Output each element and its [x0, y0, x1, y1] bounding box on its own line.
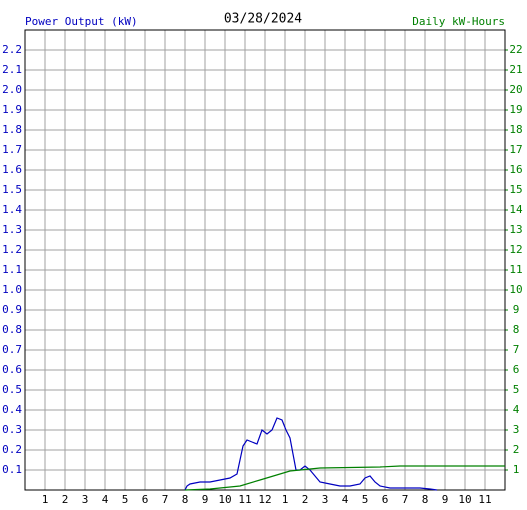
- x-tick-label: 2: [62, 493, 69, 506]
- y-tick-label: 0.3: [2, 423, 22, 436]
- y-tick-label: 1.9: [2, 103, 22, 116]
- x-tick-label: 3: [82, 493, 89, 506]
- x-tick-label: 12: [258, 493, 271, 506]
- x-tick-label: 10: [218, 493, 231, 506]
- y2-tick-label: 2: [513, 443, 520, 456]
- y2-tick-label: 9: [513, 303, 520, 316]
- y2-tick-label: 7: [513, 343, 520, 356]
- y-tick-label: 1.5: [2, 183, 22, 196]
- y2-tick-label: 19: [509, 103, 522, 116]
- y-axis-label: Power Output (kW): [25, 15, 138, 28]
- y2-tick-label: 4: [513, 403, 520, 416]
- y-tick-label: 0.5: [2, 383, 22, 396]
- y-tick-label: 1.2: [2, 243, 22, 256]
- y2-tick-label: 21: [509, 63, 522, 76]
- y2-tick-label: 22: [509, 43, 522, 56]
- x-tick-label: 2: [302, 493, 309, 506]
- x-tick-label: 7: [162, 493, 169, 506]
- y-tick-label: 1.3: [2, 223, 22, 236]
- y2-tick-label: 15: [509, 183, 522, 196]
- y2-tick-label: 6: [513, 363, 520, 376]
- y2-tick-label: 14: [509, 203, 523, 216]
- y-tick-label: 1.0: [2, 283, 22, 296]
- x-tick-label: 6: [142, 493, 149, 506]
- y2-tick-label: 3: [513, 423, 520, 436]
- y-tick-label: 0.4: [2, 403, 22, 416]
- plot-border: [24, 29, 506, 491]
- y2-tick-label: 17: [509, 143, 522, 156]
- x-tick-label: 1: [282, 493, 289, 506]
- data-line: [184, 417, 438, 491]
- x-tick-label: 4: [342, 493, 349, 506]
- x-tick-label: 7: [402, 493, 409, 506]
- y-tick-label: 1.1: [2, 263, 22, 276]
- y2-tick-label: 12: [509, 243, 522, 256]
- x-tick-label: 4: [102, 493, 109, 506]
- y-tick-label: 1.7: [2, 143, 22, 156]
- y-tick-label: 0.8: [2, 323, 22, 336]
- x-tick-label: 3: [322, 493, 329, 506]
- y2-tick-label: 1: [513, 463, 520, 476]
- y2-tick-label: 18: [509, 123, 522, 136]
- x-tick-label: 6: [382, 493, 389, 506]
- x-tick-label: 10: [458, 493, 471, 506]
- y-tick-label: 1.6: [2, 163, 22, 176]
- data-line: [184, 465, 505, 491]
- y2-tick-label: 16: [509, 163, 522, 176]
- y-tick-label: 1.4: [2, 203, 22, 216]
- y-tick-label: 0.7: [2, 343, 22, 356]
- x-tick-label: 11: [478, 493, 491, 506]
- y-tick-label: 2.0: [2, 83, 22, 96]
- y-tick-label: 0.1: [2, 463, 22, 476]
- x-tick-label: 8: [422, 493, 429, 506]
- x-tick-label: 9: [442, 493, 449, 506]
- y-tick-label: 1.8: [2, 123, 22, 136]
- y2-tick-label: 10: [509, 283, 522, 296]
- y-tick-label: 2.1: [2, 63, 22, 76]
- x-tick-label: 9: [202, 493, 209, 506]
- x-tick-label: 8: [182, 493, 189, 506]
- y2-tick-label: 8: [513, 323, 520, 336]
- chart-title: 03/28/2024: [224, 12, 302, 27]
- y2-axis-label: Daily kW-Hours: [412, 15, 505, 28]
- y-tick-label: 0.6: [2, 363, 22, 376]
- x-tick-label: 5: [122, 493, 129, 506]
- x-tick-label: 11: [238, 493, 251, 506]
- y-tick-label: 2.2: [2, 43, 22, 56]
- x-tick-label: 5: [362, 493, 369, 506]
- x-tick-label: 1: [42, 493, 49, 506]
- y2-tick-label: 11: [509, 263, 522, 276]
- y-tick-label: 0.2: [2, 443, 22, 456]
- y2-tick-label: 20: [509, 83, 522, 96]
- y2-tick-label: 13: [509, 223, 522, 236]
- y-tick-label: 0.9: [2, 303, 22, 316]
- y2-tick-label: 5: [513, 383, 520, 396]
